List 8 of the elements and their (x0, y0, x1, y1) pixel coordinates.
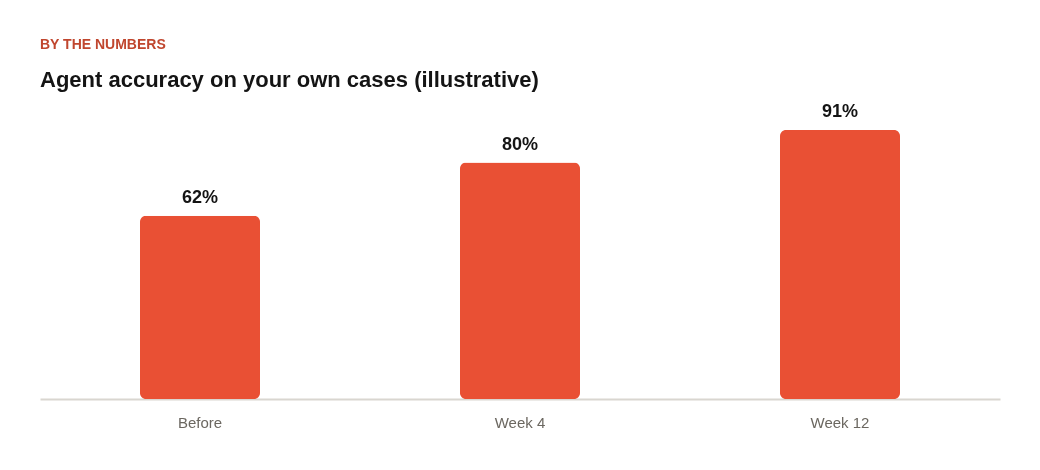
chart-subtitle: BY THE NUMBERS (40, 36, 166, 52)
data-label: 80% (501, 133, 539, 154)
data-label: 91% (821, 101, 859, 121)
chart-title: Agent accuracy on your own cases (illustrative) (40, 67, 539, 92)
x-tick-label: Week 4 (494, 413, 546, 431)
x-tick-label: Before (177, 413, 223, 431)
data-label: 62% (181, 186, 219, 207)
x-tick-label: Week 12 (810, 413, 870, 431)
